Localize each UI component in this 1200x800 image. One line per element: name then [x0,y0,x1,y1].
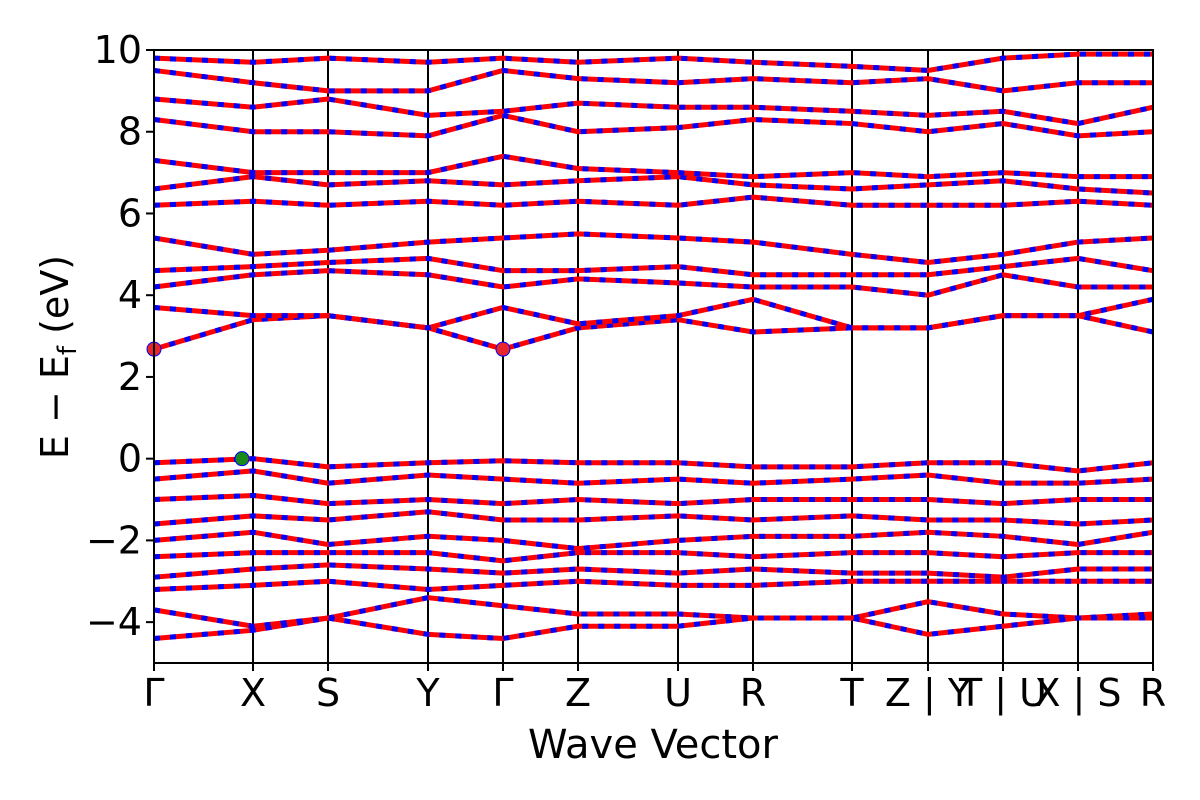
band-line [153,615,1153,641]
y-tick-label: 2 [118,355,142,399]
band-line-dash [153,296,1154,331]
x-tick-label: Γ [492,671,513,715]
x-tick-label: U [664,671,692,715]
band-line-dash [153,194,1154,208]
band-line-dash [153,578,1153,592]
band-line-dash [153,595,1154,629]
x-tick-label: X [240,671,266,715]
band-line-dash [153,562,1153,580]
y-label-unit: (eV) [33,255,77,346]
y-tick-label: 0 [118,437,142,481]
x-tick-label: T | U [958,671,1047,716]
extremum-point [495,341,511,357]
y-tick-label: 8 [118,110,142,154]
band-line-dash [153,112,1154,139]
x-axis-label: Wave Vector [528,722,779,768]
band-line-dash [153,51,1153,73]
band-line-dash [153,456,1154,474]
x-tick-label: Y [415,671,440,715]
x-tick-label: T [839,671,864,715]
band-line-dash [153,529,1154,552]
x-tick-label: Z | Y [885,671,972,716]
extremum-point [234,451,250,467]
y-label-sub: f [53,345,83,355]
y-label-main: E − E [33,355,77,459]
x-tick-label: X | S [1034,671,1121,716]
y-tick-label: 6 [118,191,142,235]
y-tick-label: −2 [86,518,142,562]
band-line-dash [153,231,1154,266]
band-line [153,268,1153,298]
band-line-dash [153,509,1154,527]
plot-frame [153,49,1154,664]
band-line-dash [153,468,1154,486]
band-line-dash [153,550,1153,564]
band-line-dash [153,96,1154,127]
x-tick-label: Z [565,671,591,715]
y-axis-label: E − Ef (eV) [33,255,83,459]
band-line-dash [153,153,1153,180]
y-tick-label: 4 [118,273,142,317]
band-line-dash [153,174,1154,196]
x-tick-label: Γ [143,671,164,715]
x-tick-label: R [1140,671,1166,715]
band-line-dash [153,492,1153,507]
y-tick-label: −4 [86,600,142,644]
band-line-dash [153,67,1153,94]
x-tick-label: R [740,671,766,715]
x-tick-label: S [316,671,340,715]
band-line-dash [153,255,1154,278]
y-tick-label: 10 [94,28,142,72]
